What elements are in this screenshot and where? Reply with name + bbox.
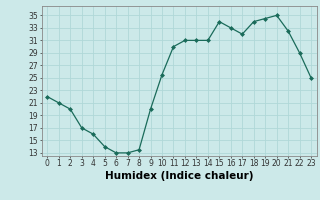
- X-axis label: Humidex (Indice chaleur): Humidex (Indice chaleur): [105, 171, 253, 181]
